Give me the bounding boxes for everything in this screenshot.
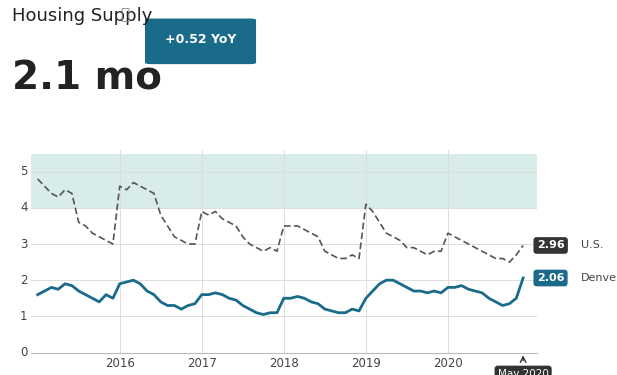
Text: +0.52 YoY: +0.52 YoY [165, 33, 236, 46]
FancyBboxPatch shape [145, 18, 256, 64]
Text: U.S.: U.S. [581, 240, 603, 250]
Text: 1: 1 [20, 310, 27, 323]
Text: 2.96: 2.96 [537, 240, 565, 250]
Text: 0: 0 [20, 346, 27, 359]
Text: Denver: Denver [581, 273, 617, 283]
Text: ⓘ: ⓘ [120, 7, 130, 22]
Text: 2: 2 [20, 274, 27, 286]
Text: May 2020: May 2020 [498, 369, 549, 375]
Text: Housing Supply: Housing Supply [12, 7, 153, 25]
Text: 5: 5 [20, 165, 27, 178]
Text: 2.1 mo: 2.1 mo [12, 60, 162, 98]
Text: 3: 3 [20, 237, 27, 250]
Text: 4: 4 [20, 201, 27, 214]
Bar [31, 154, 537, 208]
Text: 2.06: 2.06 [537, 273, 565, 283]
